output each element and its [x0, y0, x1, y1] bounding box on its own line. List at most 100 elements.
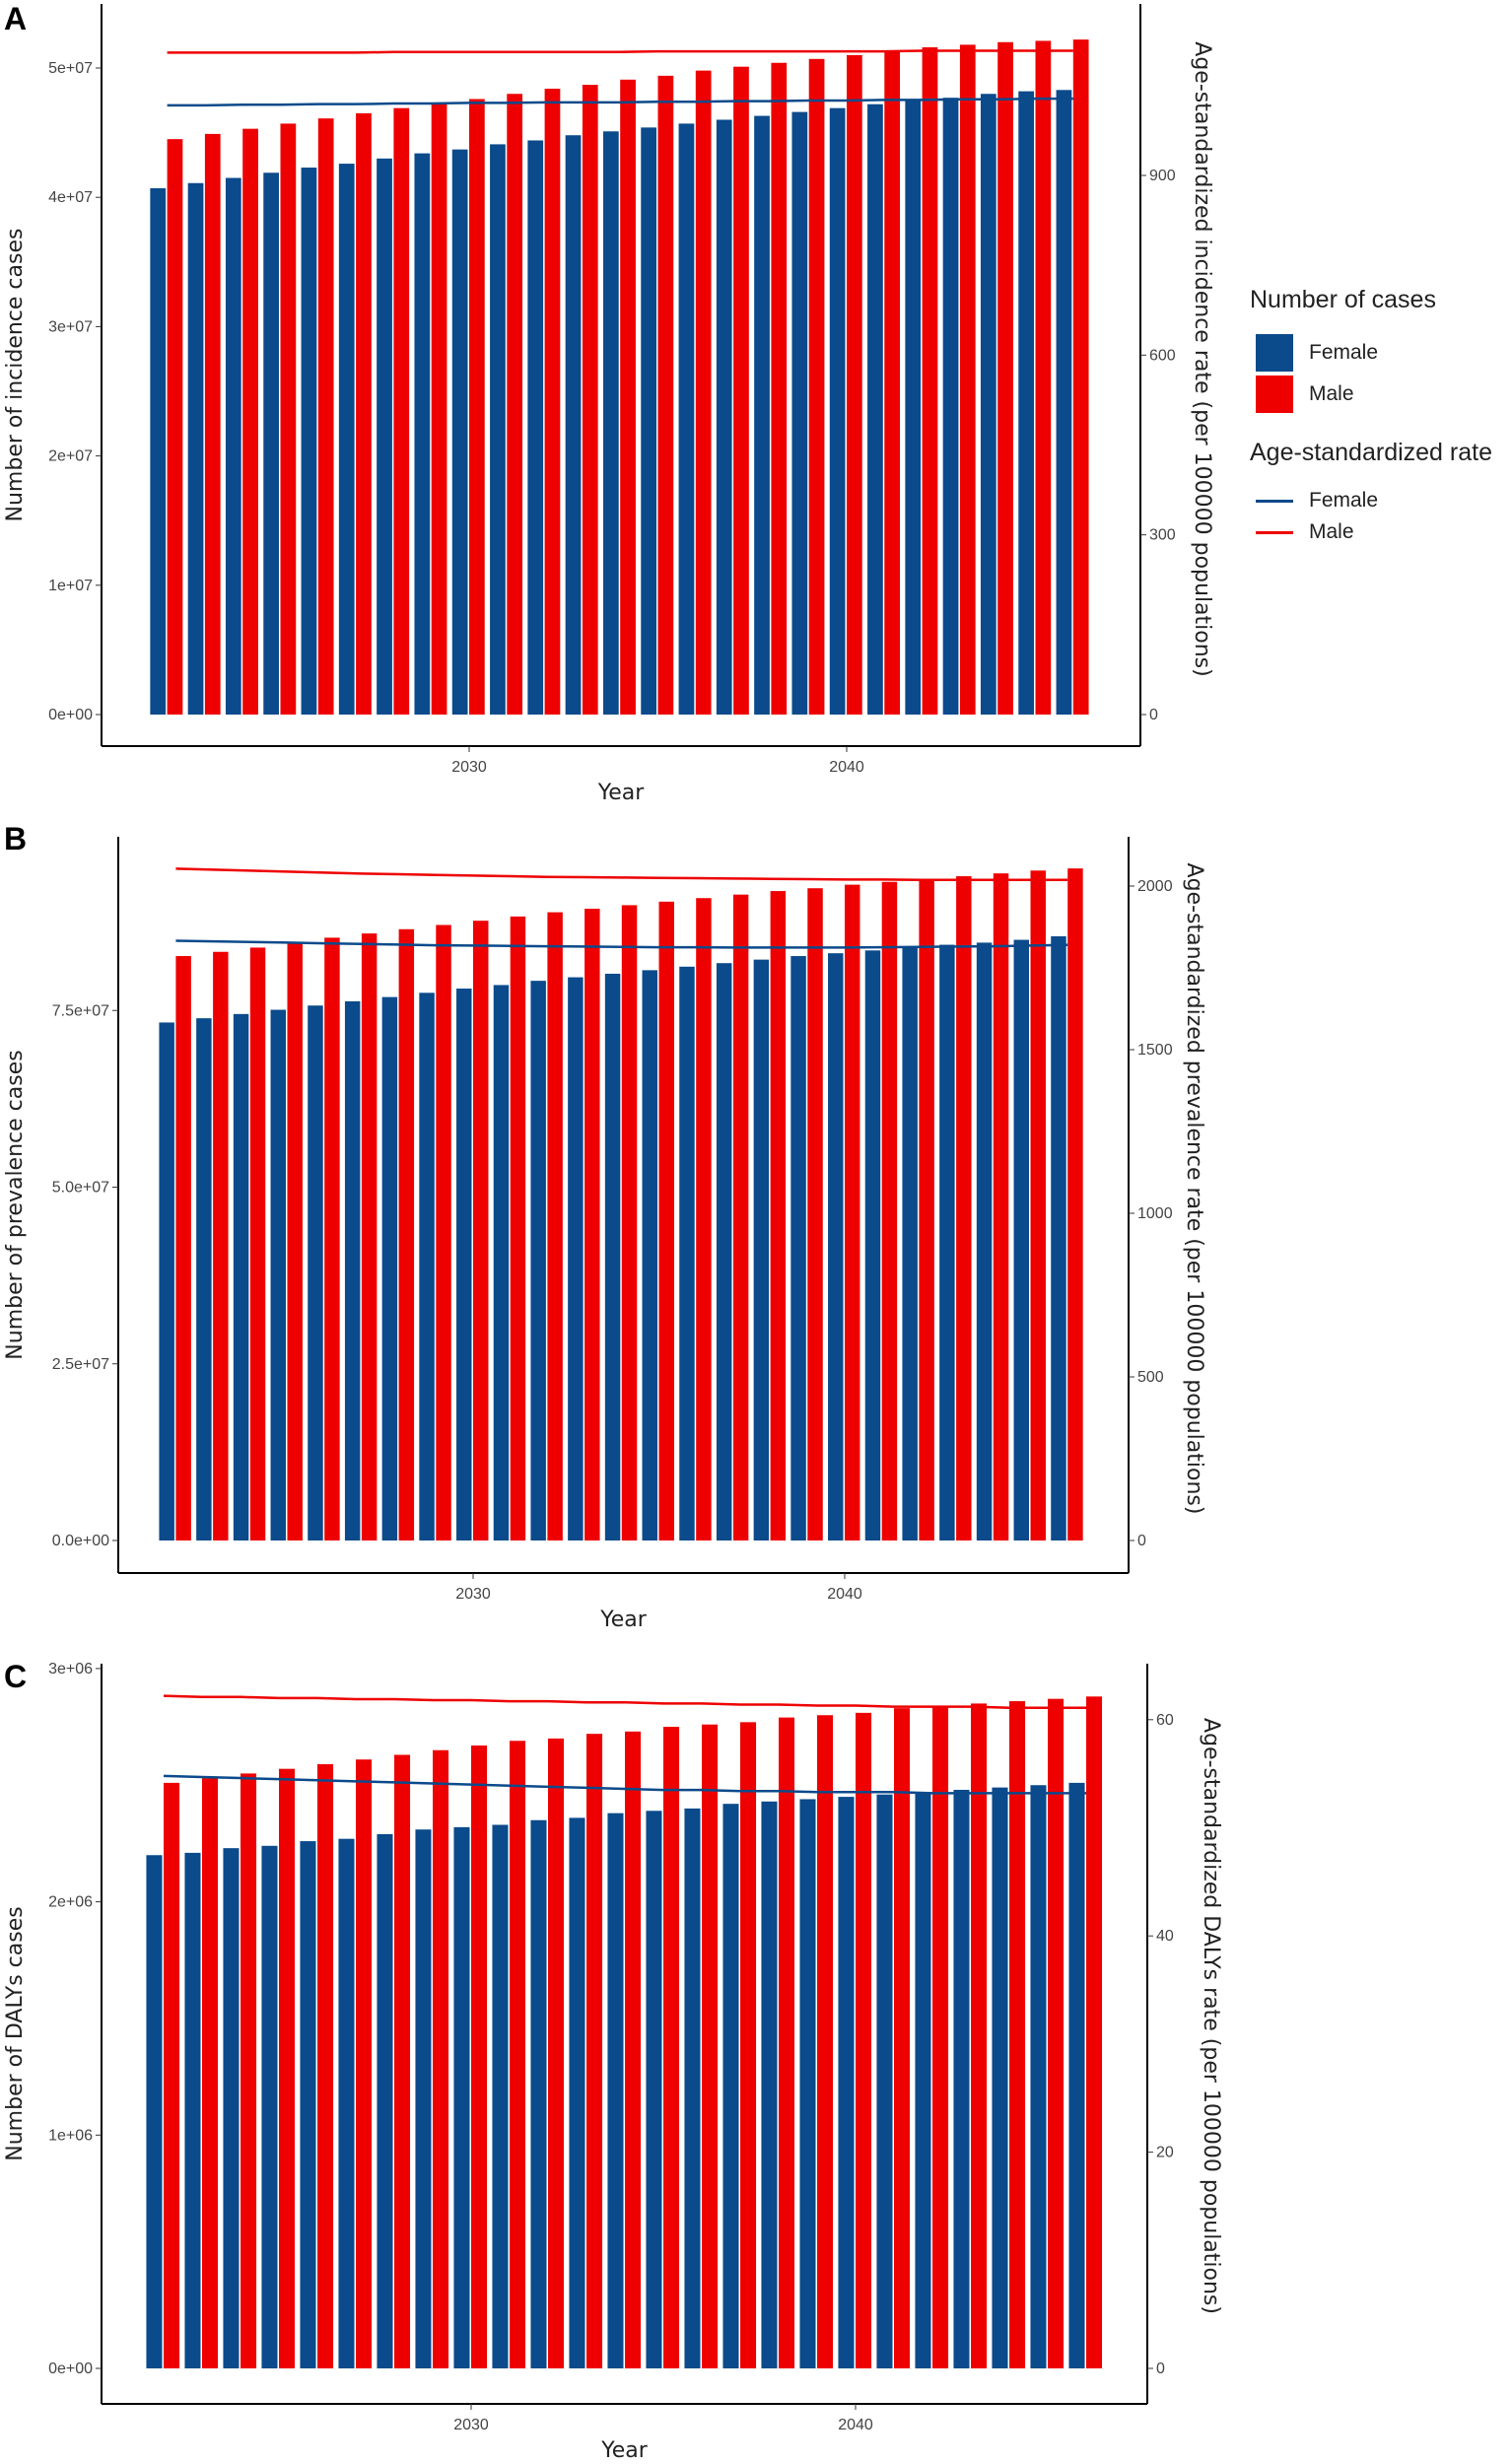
- legend-label: Female: [1309, 341, 1379, 364]
- rate-line-male: [167, 49, 1073, 54]
- bar-female-2029: [415, 1829, 432, 2368]
- bar-female-2024: [223, 1848, 240, 2368]
- bar-female-2041: [867, 103, 883, 715]
- bar-male-2031: [510, 1741, 526, 2368]
- legend-item-female-rate: Female: [1250, 485, 1512, 516]
- bar-male-2043: [959, 44, 976, 716]
- bar-female-2038: [754, 115, 770, 715]
- rate-line-male: [163, 1694, 1086, 1709]
- y2-tick-label: 0: [1149, 707, 1158, 723]
- bar-male-2040: [845, 884, 860, 1540]
- male-line-swatch: [1256, 530, 1293, 534]
- bar-female-2030: [456, 989, 472, 1540]
- y-tick-label: 3e+07: [48, 318, 93, 335]
- bar-female-2037: [716, 119, 732, 716]
- bar-male-2028: [394, 1754, 411, 2368]
- bar-male-2042: [919, 878, 934, 1540]
- bar-male-2042: [932, 1705, 949, 2368]
- bar-female-2028: [381, 996, 398, 1540]
- bar-female-2033: [569, 1817, 585, 2368]
- bar-male-2039: [817, 1715, 834, 2368]
- bar-male-2041: [881, 881, 898, 1540]
- bar-female-2045: [1013, 939, 1029, 1540]
- bar-female-2027: [344, 1000, 361, 1540]
- bar-female-2043: [939, 944, 955, 1540]
- x-tick-label: 2030: [451, 759, 487, 776]
- bar-male-2040: [856, 1712, 872, 2368]
- bar-female-2034: [607, 1813, 624, 2368]
- bar-female-2046: [1051, 935, 1066, 1540]
- bar-female-2042: [915, 1792, 931, 2368]
- bar-male-2026: [324, 937, 340, 1540]
- x-axis-title: Year: [600, 2438, 649, 2463]
- bar-female-2031: [493, 985, 510, 1540]
- bar-female-2038: [753, 959, 770, 1540]
- bar-female-2025: [263, 172, 279, 716]
- bar-male-2034: [621, 905, 638, 1540]
- bar-male-2043: [956, 876, 972, 1540]
- bar-male-2035: [658, 901, 674, 1540]
- bar-male-2029: [436, 924, 451, 1540]
- y2-tick-label: 1000: [1137, 1205, 1173, 1222]
- bar-male-2023: [213, 951, 229, 1540]
- bar-female-2035: [642, 970, 657, 1540]
- bar-male-2035: [663, 1727, 680, 2368]
- bar-female-2036: [684, 1808, 701, 2368]
- bar-female-2042: [902, 947, 918, 1540]
- x-tick-label: 2040: [829, 759, 864, 776]
- bar-male-2038: [771, 62, 788, 715]
- legend-item-male-rate: Male: [1250, 516, 1512, 548]
- bar-female-2022: [159, 1022, 174, 1540]
- bar-male-2036: [702, 1724, 719, 2368]
- bar-male-2036: [696, 898, 712, 1540]
- bar-male-2031: [510, 916, 526, 1540]
- panel-letter: B: [4, 821, 27, 856]
- bar-female-2034: [602, 131, 619, 716]
- y2-tick-label: 60: [1156, 1712, 1174, 1729]
- female-line-swatch: [1256, 499, 1293, 503]
- bar-male-2029: [431, 103, 447, 715]
- female-swatch: [1256, 334, 1293, 372]
- bar-female-2033: [568, 977, 584, 1540]
- y-axis-title: Number of incidence cases: [3, 229, 28, 522]
- bar-female-2039: [799, 1799, 816, 2368]
- bar-female-2040: [828, 953, 844, 1540]
- y-tick-label: 2e+07: [48, 448, 93, 465]
- bar-male-2032: [544, 88, 561, 715]
- bar-female-2038: [761, 1801, 778, 2368]
- bar-male-2027: [356, 112, 372, 716]
- bar-female-2046: [1068, 1782, 1085, 2368]
- bar-female-2046: [1056, 90, 1072, 715]
- bar-female-2026: [301, 168, 317, 716]
- y-tick-label: 2.5e+07: [52, 1356, 109, 1373]
- x-tick-label: 2040: [838, 2417, 873, 2433]
- bar-female-2024: [225, 177, 241, 715]
- bar-male-2037: [740, 1722, 757, 2368]
- bar-male-2037: [733, 66, 749, 716]
- bar-female-2033: [565, 135, 582, 715]
- bar-male-2045: [1035, 40, 1052, 715]
- bar-female-2028: [377, 1833, 393, 2368]
- bar-male-2024: [242, 128, 258, 715]
- y-tick-label: 0.0e+00: [52, 1533, 109, 1549]
- bar-male-2034: [620, 79, 636, 716]
- bar-male-2045: [1048, 1698, 1065, 2368]
- bar-female-2030: [451, 149, 468, 715]
- bar-female-2026: [308, 1005, 323, 1540]
- legend: Number of cases Female Male Age-standard…: [1250, 286, 1512, 548]
- y2-tick-label: 0: [1137, 1533, 1146, 1549]
- bar-female-2031: [492, 1824, 509, 2368]
- bar-male-2023: [202, 1778, 219, 2368]
- y-axis-title: Number of DALYs cases: [3, 1906, 28, 2160]
- legend-item-female-cases: Female: [1250, 332, 1512, 374]
- y2-tick-label: 2000: [1137, 878, 1173, 895]
- bar-male-2038: [779, 1717, 795, 2368]
- bar-male-2031: [507, 94, 523, 716]
- y-tick-label: 3e+06: [48, 1661, 93, 1677]
- bar-male-2043: [971, 1703, 988, 2368]
- bar-female-2044: [980, 94, 997, 716]
- bar-female-2045: [1018, 91, 1034, 716]
- bar-male-2033: [584, 909, 600, 1540]
- bar-female-2023: [187, 182, 204, 715]
